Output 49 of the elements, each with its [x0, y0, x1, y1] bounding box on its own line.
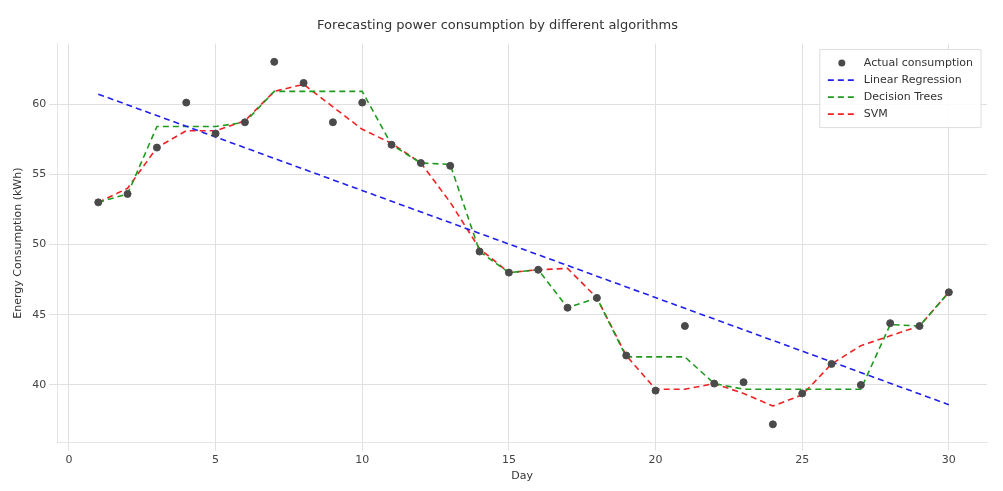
point	[299, 78, 308, 87]
y-tick-label: 60	[32, 96, 47, 110]
legend-label: Decision Trees	[863, 89, 944, 103]
point	[328, 118, 337, 127]
y-tick-label: 45	[32, 307, 47, 321]
x-tick-label: 10	[355, 453, 370, 467]
point	[446, 161, 455, 170]
y-tick-label: 55	[32, 167, 47, 181]
point	[798, 389, 807, 398]
point	[768, 420, 777, 429]
point	[622, 351, 631, 360]
x-tick-label: 15	[501, 453, 516, 467]
point	[944, 288, 953, 297]
point	[94, 198, 103, 207]
x-tick-label: 20	[648, 453, 663, 467]
y-axis-title: Energy Consumption (kWh)	[11, 167, 25, 319]
chart-title: Forecasting power consumption by different algorithms	[317, 17, 679, 33]
point	[152, 143, 161, 152]
point	[211, 129, 220, 138]
x-tick-label: 25	[795, 453, 810, 467]
point	[563, 303, 572, 312]
y-tick-label: 50	[32, 237, 47, 251]
point	[387, 140, 396, 149]
point	[123, 189, 132, 198]
point	[827, 359, 836, 368]
x-tick-label: 5	[212, 453, 220, 467]
point	[475, 247, 484, 256]
x-tick-label: 30	[941, 453, 956, 467]
legend-label: Actual consumption	[863, 55, 974, 69]
point	[592, 293, 601, 302]
point	[504, 268, 513, 277]
point	[856, 381, 865, 389]
point	[534, 265, 543, 274]
legend-label: Linear Regression	[863, 72, 962, 86]
x-axis-title: Day	[511, 469, 534, 483]
point	[358, 98, 367, 107]
point	[651, 386, 660, 395]
point	[182, 98, 191, 107]
legend-label: SVM	[863, 106, 888, 120]
point	[680, 321, 689, 330]
point	[886, 319, 895, 328]
point	[739, 378, 748, 387]
x-tick-label: 0	[65, 453, 73, 467]
point	[240, 118, 249, 127]
point	[416, 159, 425, 168]
y-tick-label: 40	[32, 377, 47, 391]
point	[915, 321, 924, 330]
point	[710, 379, 719, 388]
point	[270, 57, 279, 66]
